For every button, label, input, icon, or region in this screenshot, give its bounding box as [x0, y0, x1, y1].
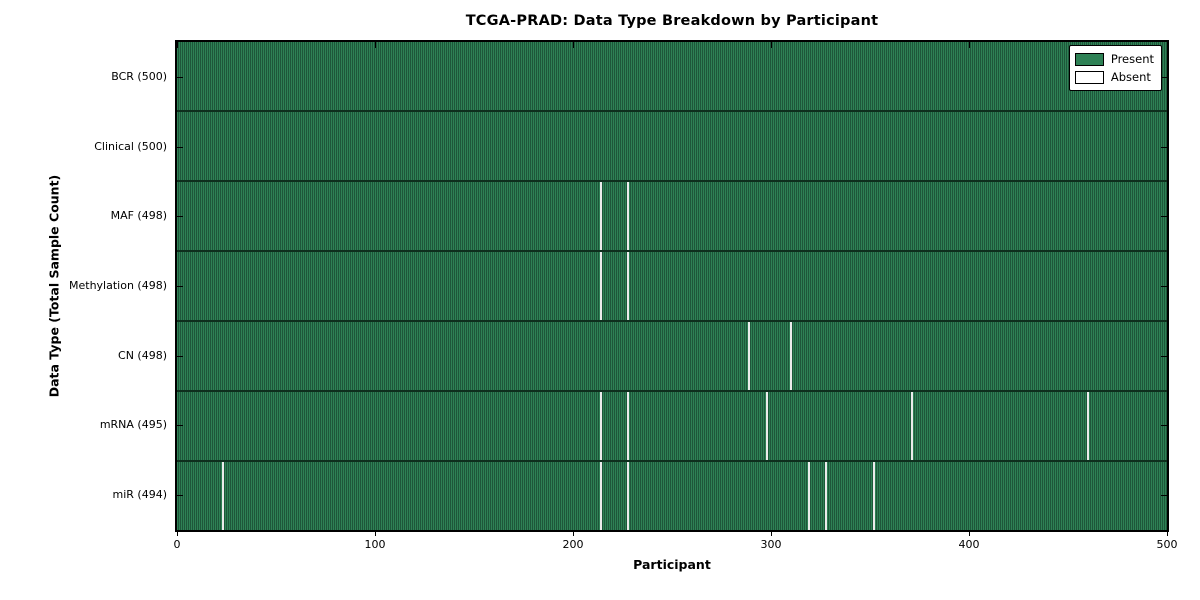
- absent-gap: [627, 252, 630, 320]
- y-tick-label: CN (498): [118, 348, 167, 362]
- x-tick-mark: [1167, 532, 1168, 536]
- x-tick-mark: [771, 532, 772, 536]
- x-tick-label: 100: [364, 538, 386, 551]
- row-clinical: [177, 110, 1167, 180]
- right-tick: [1161, 425, 1167, 427]
- legend: Present Absent: [1068, 45, 1162, 91]
- x-tick-label: 0: [173, 538, 181, 551]
- absent-gap: [221, 462, 224, 530]
- row-mrna: [177, 390, 1167, 460]
- y-tick-label: MAF (498): [110, 209, 167, 223]
- right-tick: [1161, 216, 1167, 218]
- present-swatch: [1074, 52, 1104, 66]
- top-tick: [573, 42, 574, 48]
- right-tick: [1161, 495, 1167, 497]
- absent-gap: [825, 462, 828, 530]
- row-cn: [177, 320, 1167, 390]
- left-tick: [177, 495, 183, 497]
- legend-label-absent: Absent: [1110, 70, 1151, 84]
- top-tick: [969, 42, 970, 48]
- top-tick: [177, 42, 178, 48]
- x-tick-mark: [573, 532, 574, 536]
- absent-gap: [1086, 392, 1089, 460]
- left-tick: [177, 216, 183, 218]
- absent-gap: [599, 392, 602, 460]
- row-bcr: [177, 42, 1167, 110]
- x-tick-mark: [969, 532, 970, 536]
- absent-gap: [766, 392, 769, 460]
- plot-area: Present Absent: [175, 40, 1169, 532]
- y-tick-label: mRNA (495): [99, 418, 167, 432]
- y-tick-label: BCR (500): [111, 69, 167, 83]
- heatmap-rows: [177, 42, 1167, 530]
- left-tick: [177, 286, 183, 287]
- x-tick-label: 400: [958, 538, 980, 551]
- legend-label-present: Present: [1110, 52, 1154, 66]
- absent-gap: [599, 182, 602, 250]
- row-maf: [177, 180, 1167, 250]
- x-tick-label: 200: [562, 538, 584, 551]
- x-tick-label: 500: [1156, 538, 1178, 551]
- right-tick: [1161, 286, 1167, 287]
- absent-gap: [599, 462, 602, 530]
- y-tick-label: Clinical (500): [94, 139, 167, 153]
- row-methylation: [177, 250, 1167, 320]
- top-tick: [375, 42, 376, 48]
- left-tick: [177, 425, 183, 427]
- y-tick-label: miR (494): [112, 488, 168, 502]
- x-tick-mark: [375, 532, 376, 536]
- x-axis-label: Participant: [633, 557, 711, 572]
- left-tick: [177, 76, 183, 78]
- absent-swatch: [1074, 70, 1104, 84]
- chart-title: TCGA-PRAD: Data Type Breakdown by Partic…: [465, 13, 879, 29]
- right-tick: [1161, 355, 1167, 357]
- absent-gap: [872, 462, 875, 530]
- legend-entry-absent: Absent: [1074, 68, 1154, 86]
- x-tick-label: 300: [760, 538, 782, 551]
- absent-gap: [807, 462, 810, 530]
- x-tick-mark: [177, 532, 178, 536]
- left-tick: [177, 355, 183, 357]
- absent-gap: [627, 462, 630, 530]
- right-tick: [1161, 76, 1167, 78]
- absent-gap: [910, 392, 913, 460]
- right-tick: [1161, 146, 1167, 148]
- left-tick: [177, 146, 183, 148]
- y-tick-label: Methylation (498): [69, 279, 167, 292]
- row-mir: [177, 460, 1167, 530]
- absent-gap: [789, 322, 792, 390]
- absent-gap: [627, 182, 630, 250]
- absent-gap: [599, 252, 602, 320]
- absent-gap: [748, 322, 751, 390]
- y-axis-label: Data Type (Total Sample Count): [46, 174, 62, 398]
- top-tick: [1167, 42, 1168, 48]
- legend-entry-present: Present: [1074, 50, 1154, 68]
- absent-gap: [627, 392, 630, 460]
- top-tick: [771, 42, 772, 48]
